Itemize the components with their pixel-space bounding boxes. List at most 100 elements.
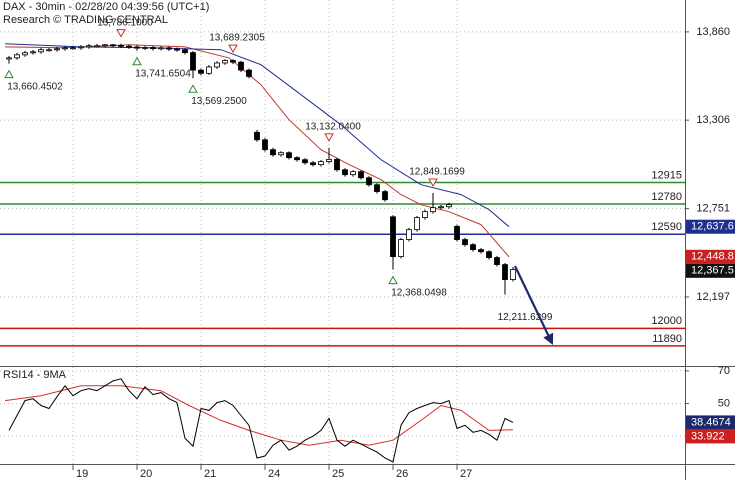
x-tick-label: 20: [140, 468, 152, 480]
chart-subtitle: Research © TRADING CENTRAL: [3, 14, 168, 26]
candle-body: [318, 161, 324, 166]
candle-body: [150, 47, 156, 50]
candle-body: [262, 139, 268, 151]
line-series: [8, 378, 514, 463]
candle-body: [350, 171, 356, 176]
candle-body: [310, 162, 316, 166]
candle-body: [254, 131, 260, 141]
candle-body: [278, 152, 284, 156]
candle-body: [438, 206, 444, 209]
candle-body: [142, 47, 148, 49]
value-tag-label: 33.922: [691, 430, 725, 442]
high-label: 12,849.1699: [409, 167, 465, 178]
candle-body: [46, 49, 52, 52]
low-marker: [132, 56, 142, 66]
candle-body: [470, 244, 476, 251]
value-tag-label: 38.4674: [691, 416, 731, 428]
low-label: 12,368.0498: [391, 287, 447, 298]
candle-body: [126, 45, 132, 48]
high-marker: [428, 178, 438, 188]
candle-body: [118, 45, 124, 47]
low-label: 13,569.2500: [191, 96, 247, 107]
candle-body: [206, 66, 212, 74]
candle-body: [166, 47, 172, 50]
y-tick-label: 50: [718, 397, 730, 409]
value-tag-label: 12,448.8: [691, 251, 734, 263]
y-tick-label: 12,197: [696, 291, 730, 303]
candle-body: [366, 177, 372, 186]
candle-body: [110, 44, 116, 47]
low-label: 13,660.4502: [7, 81, 63, 92]
candle-body: [430, 207, 436, 213]
value-tag: [686, 249, 735, 264]
level-label: 12780: [651, 191, 682, 203]
candle-body: [478, 249, 484, 253]
y-tick-label: 70: [718, 365, 730, 377]
candle-body: [302, 159, 308, 164]
candle-body: [334, 158, 340, 171]
high-marker: [228, 44, 238, 54]
value-tag: [686, 415, 735, 430]
chart-title: DAX - 30min - 02/28/20 04:39:56 (UTC+1): [3, 1, 209, 13]
x-tick-label: 24: [268, 468, 280, 480]
x-tick-label: 19: [76, 468, 88, 480]
candle-body: [398, 239, 404, 258]
candle-body: [286, 152, 292, 159]
candle-body: [158, 47, 164, 50]
candle-body: [342, 169, 348, 176]
level-label: 12000: [651, 315, 682, 327]
high-label: 13,786.1000: [97, 17, 153, 28]
level-label: 12915: [651, 169, 682, 181]
candle-body: [62, 47, 68, 50]
candle-body: [86, 45, 92, 48]
forecast-arrow: [514, 265, 554, 345]
low-marker: [188, 84, 198, 93]
candle-body: [102, 44, 108, 47]
x-tick-label: 21: [204, 468, 216, 480]
x-tick-label: 26: [396, 468, 408, 480]
candle-body: [422, 211, 428, 218]
x-tick-label: 25: [332, 468, 344, 480]
candle-body: [414, 217, 420, 231]
candle-body: [294, 157, 300, 161]
candle-body: [454, 225, 460, 240]
candle-body: [78, 46, 84, 49]
line-series: [4, 44, 510, 258]
value-tag-label: 12,637.6: [691, 221, 734, 233]
value-tag: [686, 219, 735, 234]
candle-body: [190, 52, 196, 71]
value-tag: [686, 429, 735, 444]
candle-body: [14, 54, 20, 59]
y-tick-label: 13,306: [696, 114, 730, 126]
candle-body: [326, 158, 332, 163]
value-tag-label: 12,367.5: [691, 265, 734, 277]
candle-body: [222, 60, 228, 64]
rsi-title: RSI14 - 9MA: [3, 369, 67, 381]
candle-body: [502, 264, 508, 280]
candle-body: [358, 171, 364, 179]
candle-body: [374, 184, 380, 192]
high-marker: [324, 133, 334, 142]
candle-body: [238, 61, 244, 71]
y-tick-label: 12,751: [696, 203, 730, 215]
candle-body: [70, 47, 76, 50]
candle-body: [182, 49, 188, 53]
candle-body: [134, 46, 140, 49]
low-marker: [4, 69, 14, 79]
candle-body: [174, 48, 180, 51]
high-marker: [116, 29, 126, 38]
candle-body: [406, 229, 412, 240]
candle-body: [462, 239, 468, 246]
candle-body: [214, 62, 220, 68]
candle-body: [198, 69, 204, 74]
level-label: 11890: [652, 333, 682, 345]
level-label: 12590: [651, 221, 682, 233]
high-label: 13,689.2305: [209, 33, 265, 44]
y-tick-label: 13,860: [696, 26, 730, 38]
target-label: 12,211.6299: [498, 312, 553, 323]
candle-body: [22, 52, 28, 56]
candle-body: [446, 204, 452, 208]
line-series: [4, 385, 514, 446]
